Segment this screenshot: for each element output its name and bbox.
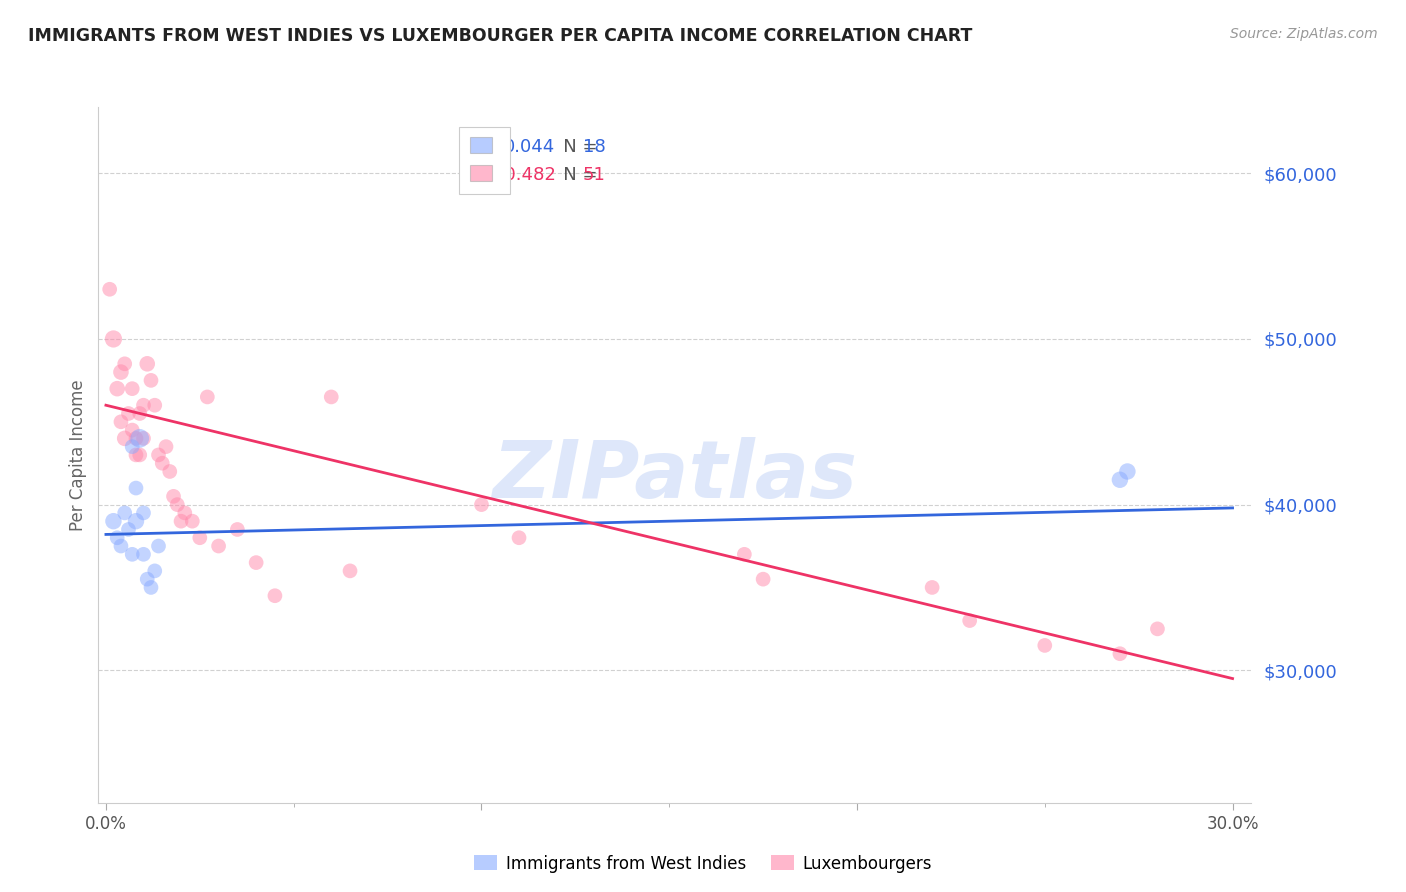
Point <box>181 514 204 528</box>
Point <box>207 539 229 553</box>
Point <box>114 357 136 371</box>
Point <box>128 431 150 445</box>
Point <box>508 531 530 545</box>
Point <box>1033 639 1056 653</box>
Text: 0.044: 0.044 <box>505 138 555 156</box>
Point <box>121 547 143 561</box>
Legend: , : , <box>460 127 509 194</box>
Point <box>121 423 143 437</box>
Legend: Immigrants from West Indies, Luxembourgers: Immigrants from West Indies, Luxembourge… <box>467 848 939 880</box>
Point <box>1109 647 1132 661</box>
Text: ZIPatlas: ZIPatlas <box>492 437 858 515</box>
Point <box>117 523 139 537</box>
Point <box>921 581 943 595</box>
Point <box>166 498 188 512</box>
Point <box>170 514 193 528</box>
Point <box>162 489 184 503</box>
Point <box>139 581 162 595</box>
Text: Source: ZipAtlas.com: Source: ZipAtlas.com <box>1230 27 1378 41</box>
Point <box>339 564 361 578</box>
Point <box>155 440 177 454</box>
Point <box>125 448 148 462</box>
Point <box>114 431 136 445</box>
Point <box>103 514 125 528</box>
Text: N =: N = <box>546 166 603 184</box>
Point <box>103 332 125 346</box>
Point <box>121 382 143 396</box>
Text: -0.482: -0.482 <box>499 166 557 184</box>
Point <box>128 407 150 421</box>
Point <box>959 614 981 628</box>
Point <box>132 431 155 445</box>
Point <box>470 498 492 512</box>
Point <box>195 390 218 404</box>
Point <box>132 398 155 412</box>
Point <box>98 282 121 296</box>
Y-axis label: Per Capita Income: Per Capita Income <box>69 379 87 531</box>
Point <box>110 415 132 429</box>
Point <box>148 539 170 553</box>
Text: R =: R = <box>461 166 501 184</box>
Point <box>128 448 150 462</box>
Point <box>226 523 249 537</box>
Point <box>117 407 139 421</box>
Point <box>132 506 155 520</box>
Point <box>143 564 166 578</box>
Text: N =: N = <box>546 138 603 156</box>
Point <box>110 539 132 553</box>
Point <box>321 390 343 404</box>
Point <box>752 572 775 586</box>
Text: 18: 18 <box>582 138 606 156</box>
Point <box>114 506 136 520</box>
Point <box>136 357 159 371</box>
Point <box>125 481 148 495</box>
Point <box>188 531 211 545</box>
Point <box>132 547 155 561</box>
Point <box>1116 465 1139 479</box>
Point <box>245 556 267 570</box>
Point <box>1146 622 1168 636</box>
Point <box>150 456 173 470</box>
Point <box>125 431 148 445</box>
Point <box>125 514 148 528</box>
Point <box>136 572 159 586</box>
Text: R =: R = <box>461 138 506 156</box>
Text: IMMIGRANTS FROM WEST INDIES VS LUXEMBOURGER PER CAPITA INCOME CORRELATION CHART: IMMIGRANTS FROM WEST INDIES VS LUXEMBOUR… <box>28 27 973 45</box>
Point <box>143 398 166 412</box>
Point <box>139 373 162 387</box>
Point <box>159 465 181 479</box>
Text: 51: 51 <box>582 166 606 184</box>
Point <box>105 382 128 396</box>
Point <box>264 589 287 603</box>
Point <box>173 506 195 520</box>
Point <box>105 531 128 545</box>
Point <box>148 448 170 462</box>
Point <box>110 365 132 379</box>
Point <box>121 440 143 454</box>
Point <box>733 547 755 561</box>
Point <box>1109 473 1132 487</box>
